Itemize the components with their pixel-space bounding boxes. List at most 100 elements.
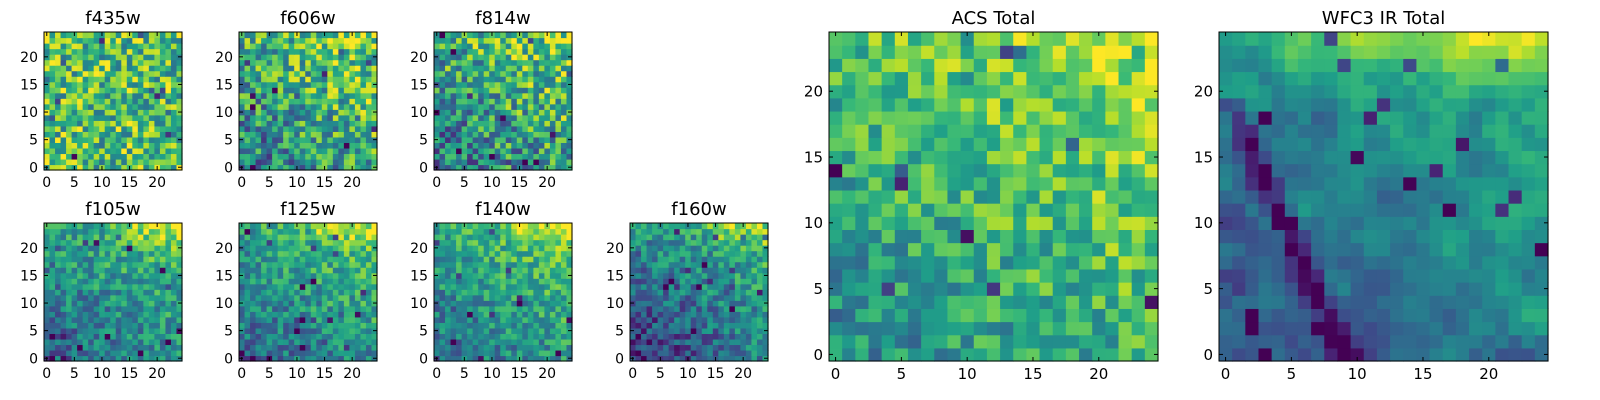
heatmap-cell: [132, 338, 139, 346]
heatmap-cell: [434, 103, 441, 110]
heatmap-cell: [327, 81, 334, 88]
heatmap-cell: [986, 334, 1001, 349]
heatmap-cell: [1052, 268, 1067, 283]
heatmap-cell: [115, 92, 122, 99]
heatmap-cell: [718, 250, 725, 257]
heatmap-cell: [718, 311, 725, 318]
heatmap-cell: [316, 261, 323, 268]
heatmap-cell: [244, 76, 251, 83]
heatmap-cell: [538, 289, 545, 296]
heatmap-cell: [986, 150, 1001, 165]
heatmap-cell: [701, 316, 708, 323]
heatmap-cell: [652, 239, 659, 246]
heatmap-cell: [1092, 308, 1106, 323]
heatmap-cell: [762, 316, 769, 323]
heatmap-cell: [566, 256, 573, 263]
heatmap-cell: [522, 245, 529, 252]
heatmap-cell: [494, 311, 501, 318]
heatmap-cell: [701, 239, 708, 246]
heatmap-cell: [544, 147, 551, 155]
heatmap-cell: [745, 355, 753, 362]
heatmap-cell: [244, 131, 251, 138]
heatmap-cell: [126, 120, 133, 127]
heatmap-cell: [668, 322, 675, 329]
heatmap-cell: [511, 338, 518, 346]
heatmap-cell: [170, 322, 178, 329]
x-tick-label: 10: [679, 366, 697, 382]
heatmap-cell: [277, 278, 284, 285]
heatmap-cell: [115, 327, 122, 334]
heatmap-cell: [973, 295, 988, 309]
heatmap-cell: [555, 54, 562, 61]
heatmap-cell: [115, 43, 122, 50]
heatmap-cell: [365, 316, 373, 323]
heatmap-cell: [143, 250, 150, 257]
heatmap-cell: [729, 327, 736, 334]
heatmap-cell: [82, 278, 89, 285]
heatmap-cell: [511, 32, 518, 39]
heatmap-cell: [88, 109, 95, 116]
heatmap-cell: [1118, 268, 1133, 283]
heatmap-cell: [745, 223, 753, 230]
heatmap-cell: [176, 158, 183, 166]
heatmap-cell: [159, 311, 167, 318]
heatmap-cell: [371, 223, 378, 230]
heatmap-cell: [745, 338, 753, 346]
heatmap-cell: [566, 103, 573, 110]
heatmap-cell: [494, 355, 501, 362]
heatmap-cell: [527, 32, 534, 39]
x-tick-label: 15: [121, 175, 139, 191]
heatmap-cell: [244, 349, 251, 357]
heatmap-cell: [461, 349, 468, 357]
heatmap-cell: [555, 120, 562, 127]
heatmap-cell: [310, 267, 317, 274]
heatmap-cell: [505, 153, 512, 160]
heatmap-cell: [321, 349, 328, 357]
heatmap-cell: [283, 147, 290, 155]
heatmap-cell: [93, 164, 100, 171]
heatmap-cell: [255, 349, 262, 357]
heatmap-cell: [445, 322, 452, 329]
heatmap-cell: [261, 300, 268, 307]
heatmap-cell: [60, 54, 67, 61]
heatmap-cell: [137, 87, 144, 94]
heatmap-cell: [522, 234, 529, 241]
heatmap-cell: [349, 125, 356, 132]
heatmap-cell: [332, 125, 339, 132]
heatmap-cell: [343, 256, 350, 263]
heatmap-cell: [478, 125, 485, 132]
heatmap-cell: [461, 300, 468, 307]
heatmap-cell: [516, 147, 523, 155]
heatmap-cell: [165, 338, 172, 346]
heatmap-cell: [461, 344, 468, 351]
heatmap-cell: [533, 87, 540, 94]
heatmap-cell: [77, 147, 84, 155]
heatmap-cell: [881, 334, 896, 349]
axes-frame: [43, 31, 183, 171]
heatmap-cell: [544, 120, 551, 127]
heatmap-cell: [170, 272, 178, 279]
heatmap-cell: [679, 311, 686, 318]
heatmap-cell: [467, 338, 474, 346]
heatmap-cell: [272, 54, 279, 61]
heatmap-cell: [82, 59, 89, 66]
heatmap-cell: [371, 98, 378, 105]
heatmap-cell: [718, 289, 725, 296]
heatmap-cell: [668, 305, 675, 312]
heatmap-cell: [365, 327, 373, 334]
heatmap-cell: [159, 142, 167, 149]
heatmap-cell: [555, 338, 562, 346]
heatmap-cell: [511, 76, 518, 83]
heatmap-cell: [77, 245, 84, 252]
heatmap-cell: [696, 228, 703, 235]
heatmap-cell: [472, 349, 479, 357]
heatmap-cell: [560, 322, 568, 329]
heatmap-cell: [93, 136, 100, 143]
heatmap-cell: [516, 344, 523, 351]
heatmap-cell: [986, 176, 1001, 191]
heatmap-cell: [60, 278, 67, 285]
heatmap-cell: [343, 283, 350, 290]
heatmap-cell: [321, 228, 328, 235]
heatmap-cell: [288, 136, 295, 143]
heatmap-cell: [718, 278, 725, 285]
